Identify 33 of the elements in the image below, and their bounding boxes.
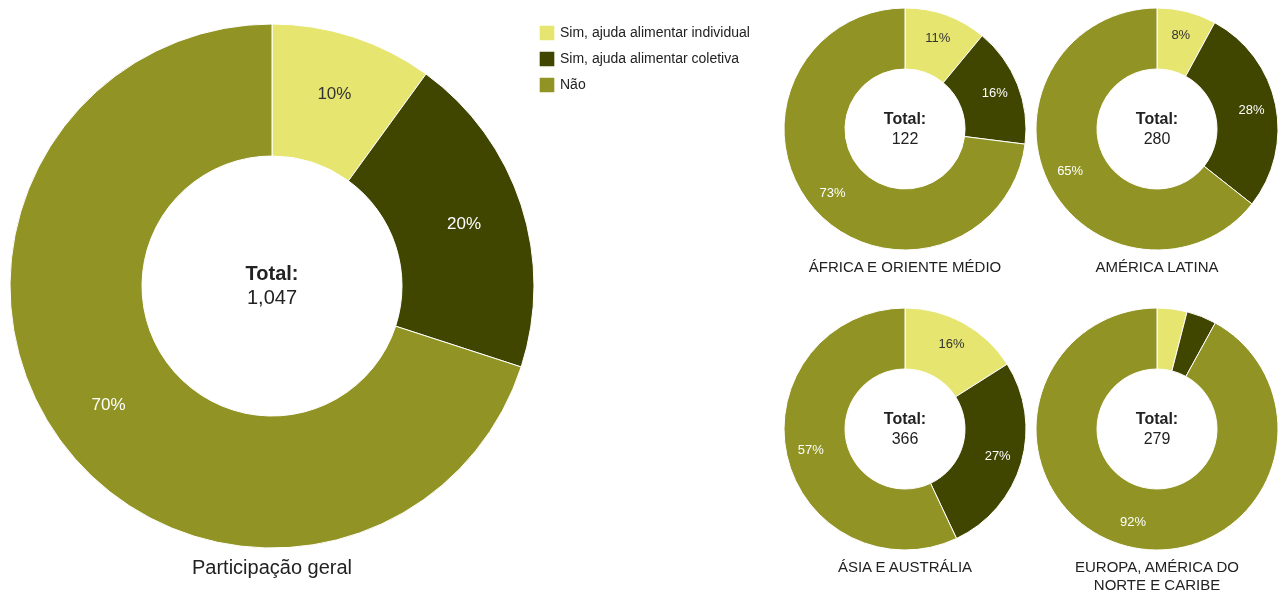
legend-label: Sim, ajuda alimentar individual <box>560 24 750 40</box>
text: Total: <box>883 110 927 128</box>
text: Total: <box>1135 410 1179 428</box>
data-label: 10% <box>317 83 352 103</box>
text: Total: <box>883 410 927 428</box>
text: ÁFRICA E ORIENTE MÉDIO <box>808 258 1002 275</box>
text: Participação geral <box>191 556 353 578</box>
text: 366 <box>891 429 919 447</box>
text: 280 <box>1143 129 1171 147</box>
data-label: 16% <box>981 85 1009 101</box>
text: 279 <box>1143 429 1171 447</box>
text: 1,047 <box>246 286 298 308</box>
data-label: 73% <box>819 184 847 200</box>
legend-label: Não <box>560 76 586 92</box>
text: AMÉRICA LATINA <box>1095 258 1219 275</box>
legend-label: Sim, ajuda alimentar coletiva <box>560 50 740 66</box>
data-label: 20% <box>447 213 482 233</box>
data-label: 8% <box>1171 27 1191 43</box>
data-label: 70% <box>91 394 126 414</box>
text: Total: <box>245 262 299 284</box>
data-label: 16% <box>938 336 965 352</box>
text: EUROPA, AMÉRICA DO NORTE E CARIBE <box>1075 558 1239 593</box>
data-label: 11% <box>925 30 951 46</box>
donut-slice <box>1035 307 1279 551</box>
data-label: 28% <box>1238 101 1265 117</box>
text: Total: <box>1135 110 1179 128</box>
data-label: 65% <box>1057 163 1084 179</box>
data-label: 27% <box>984 447 1012 463</box>
donut-slice <box>783 7 1026 251</box>
text: 122 <box>891 129 919 147</box>
data-label: 92% <box>1119 514 1147 530</box>
text: ÁSIA E AUSTRÁLIA <box>837 558 973 575</box>
data-label: 57% <box>797 442 825 458</box>
